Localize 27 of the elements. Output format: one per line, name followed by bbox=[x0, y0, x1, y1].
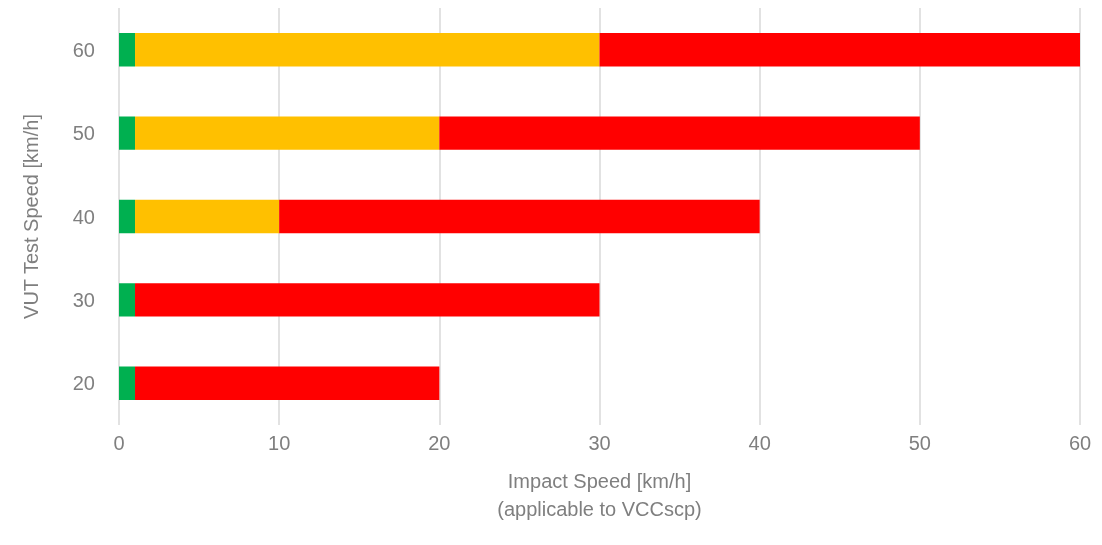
x-tick-label: 50 bbox=[908, 432, 931, 454]
bar bbox=[135, 116, 440, 150]
bar bbox=[135, 366, 440, 400]
x-tick-label: 40 bbox=[748, 432, 771, 454]
x-tick-label: 0 bbox=[113, 432, 125, 454]
x-tick-label: 60 bbox=[1068, 432, 1092, 454]
bar bbox=[135, 283, 600, 317]
bar bbox=[279, 199, 760, 234]
y-tick-label: 40 bbox=[72, 205, 95, 228]
y-tick-label: 50 bbox=[72, 122, 95, 145]
bar bbox=[119, 199, 136, 234]
bar bbox=[119, 366, 136, 400]
x-tick-label: 20 bbox=[428, 432, 451, 454]
y-axis-title: VUT Test Speed [km/h] bbox=[20, 114, 42, 319]
bar bbox=[439, 116, 920, 150]
x-tick-label: 10 bbox=[268, 432, 291, 454]
x-tick-label: 30 bbox=[588, 432, 611, 454]
bar bbox=[135, 33, 600, 67]
bar bbox=[119, 283, 136, 317]
y-tick-label: 60 bbox=[72, 38, 95, 61]
x-axis-title: Impact Speed [km/h] (applicable to VCCscp) bbox=[497, 470, 702, 520]
bar bbox=[135, 199, 280, 234]
bar bbox=[119, 116, 136, 150]
y-tick-label: 20 bbox=[72, 372, 95, 395]
bar bbox=[119, 33, 136, 67]
y-tick-label: 30 bbox=[72, 288, 95, 311]
bar bbox=[599, 33, 1080, 67]
